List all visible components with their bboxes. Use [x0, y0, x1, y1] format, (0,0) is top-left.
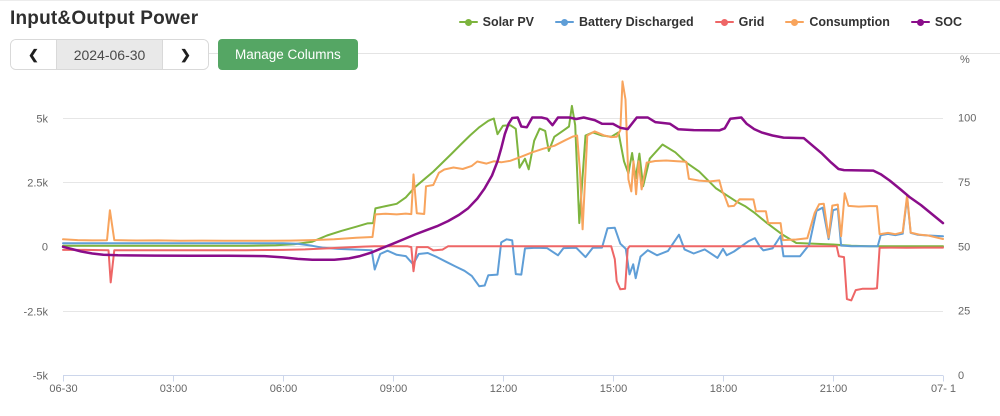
- y-axis-left-label: 2.5k: [27, 178, 48, 190]
- x-axis-label: 18:00: [710, 383, 738, 395]
- legend-label: Grid: [738, 15, 765, 29]
- legend-label: Solar PV: [482, 15, 535, 29]
- legend-item-solar-pv[interactable]: Solar PV: [458, 15, 535, 29]
- legend-item-grid[interactable]: Grid: [714, 15, 765, 29]
- legend-marker-icon: [714, 18, 734, 27]
- y-axis-right-label: 25: [958, 306, 970, 318]
- chevron-left-icon: ❮: [28, 46, 39, 62]
- series-line-consumption: [62, 80, 944, 242]
- legend-marker-icon: [555, 18, 575, 27]
- x-axis-label: 12:00: [490, 383, 518, 395]
- y-axis-right-label: 50: [958, 241, 970, 253]
- legend-item-consumption[interactable]: Consumption: [785, 15, 890, 29]
- y-axis-right-label: 75: [958, 177, 970, 189]
- series-line-soc: [61, 116, 945, 261]
- x-axis-label: 06:00: [270, 383, 298, 395]
- y-axis-left-label: 0: [42, 242, 48, 254]
- legend-item-battery-discharged[interactable]: Battery Discharged: [555, 15, 694, 29]
- series-line-battery-discharged: [62, 196, 944, 288]
- x-axis-label: 21:00: [820, 383, 848, 395]
- y-axis-left-label: 5k: [36, 114, 48, 126]
- toolbar-divider: [206, 53, 1000, 54]
- y-axis-right-label: 0: [958, 370, 964, 382]
- manage-columns-button[interactable]: Manage Columns: [218, 39, 358, 70]
- x-axis-label: 15:00: [600, 383, 628, 395]
- legend-label: Battery Discharged: [579, 15, 694, 29]
- series-line-grid: [62, 245, 944, 302]
- series-line-solar-pv: [62, 104, 944, 248]
- legend: Solar PV Battery Discharged Grid Consumptio…: [458, 15, 962, 29]
- x-axis-label: 03:00: [160, 383, 188, 395]
- legend-marker-icon: [458, 18, 478, 27]
- prev-date-button[interactable]: ❮: [11, 40, 56, 69]
- x-axis-label: 07- 1: [931, 383, 956, 395]
- legend-marker-icon: [910, 18, 930, 27]
- y-axis-right-unit: %: [960, 54, 970, 66]
- page-title: Input&Output Power: [10, 8, 199, 29]
- chevron-right-icon: ❯: [180, 46, 191, 62]
- y-axis-left-label: -2.5k: [24, 307, 49, 319]
- legend-label: Consumption: [809, 15, 890, 29]
- legend-item-soc[interactable]: SOC: [910, 15, 962, 29]
- date-navigator: ❮ 2024-06-30 ❯: [10, 39, 209, 70]
- legend-label: SOC: [934, 15, 962, 29]
- x-axis-label: 09:00: [380, 383, 408, 395]
- legend-marker-icon: [785, 18, 805, 27]
- next-date-button[interactable]: ❯: [163, 40, 208, 69]
- date-value[interactable]: 2024-06-30: [56, 40, 163, 69]
- y-axis-right-label: 100: [958, 113, 976, 125]
- x-axis-label: 06-30: [49, 383, 77, 395]
- y-axis-left-label: -5k: [33, 371, 49, 383]
